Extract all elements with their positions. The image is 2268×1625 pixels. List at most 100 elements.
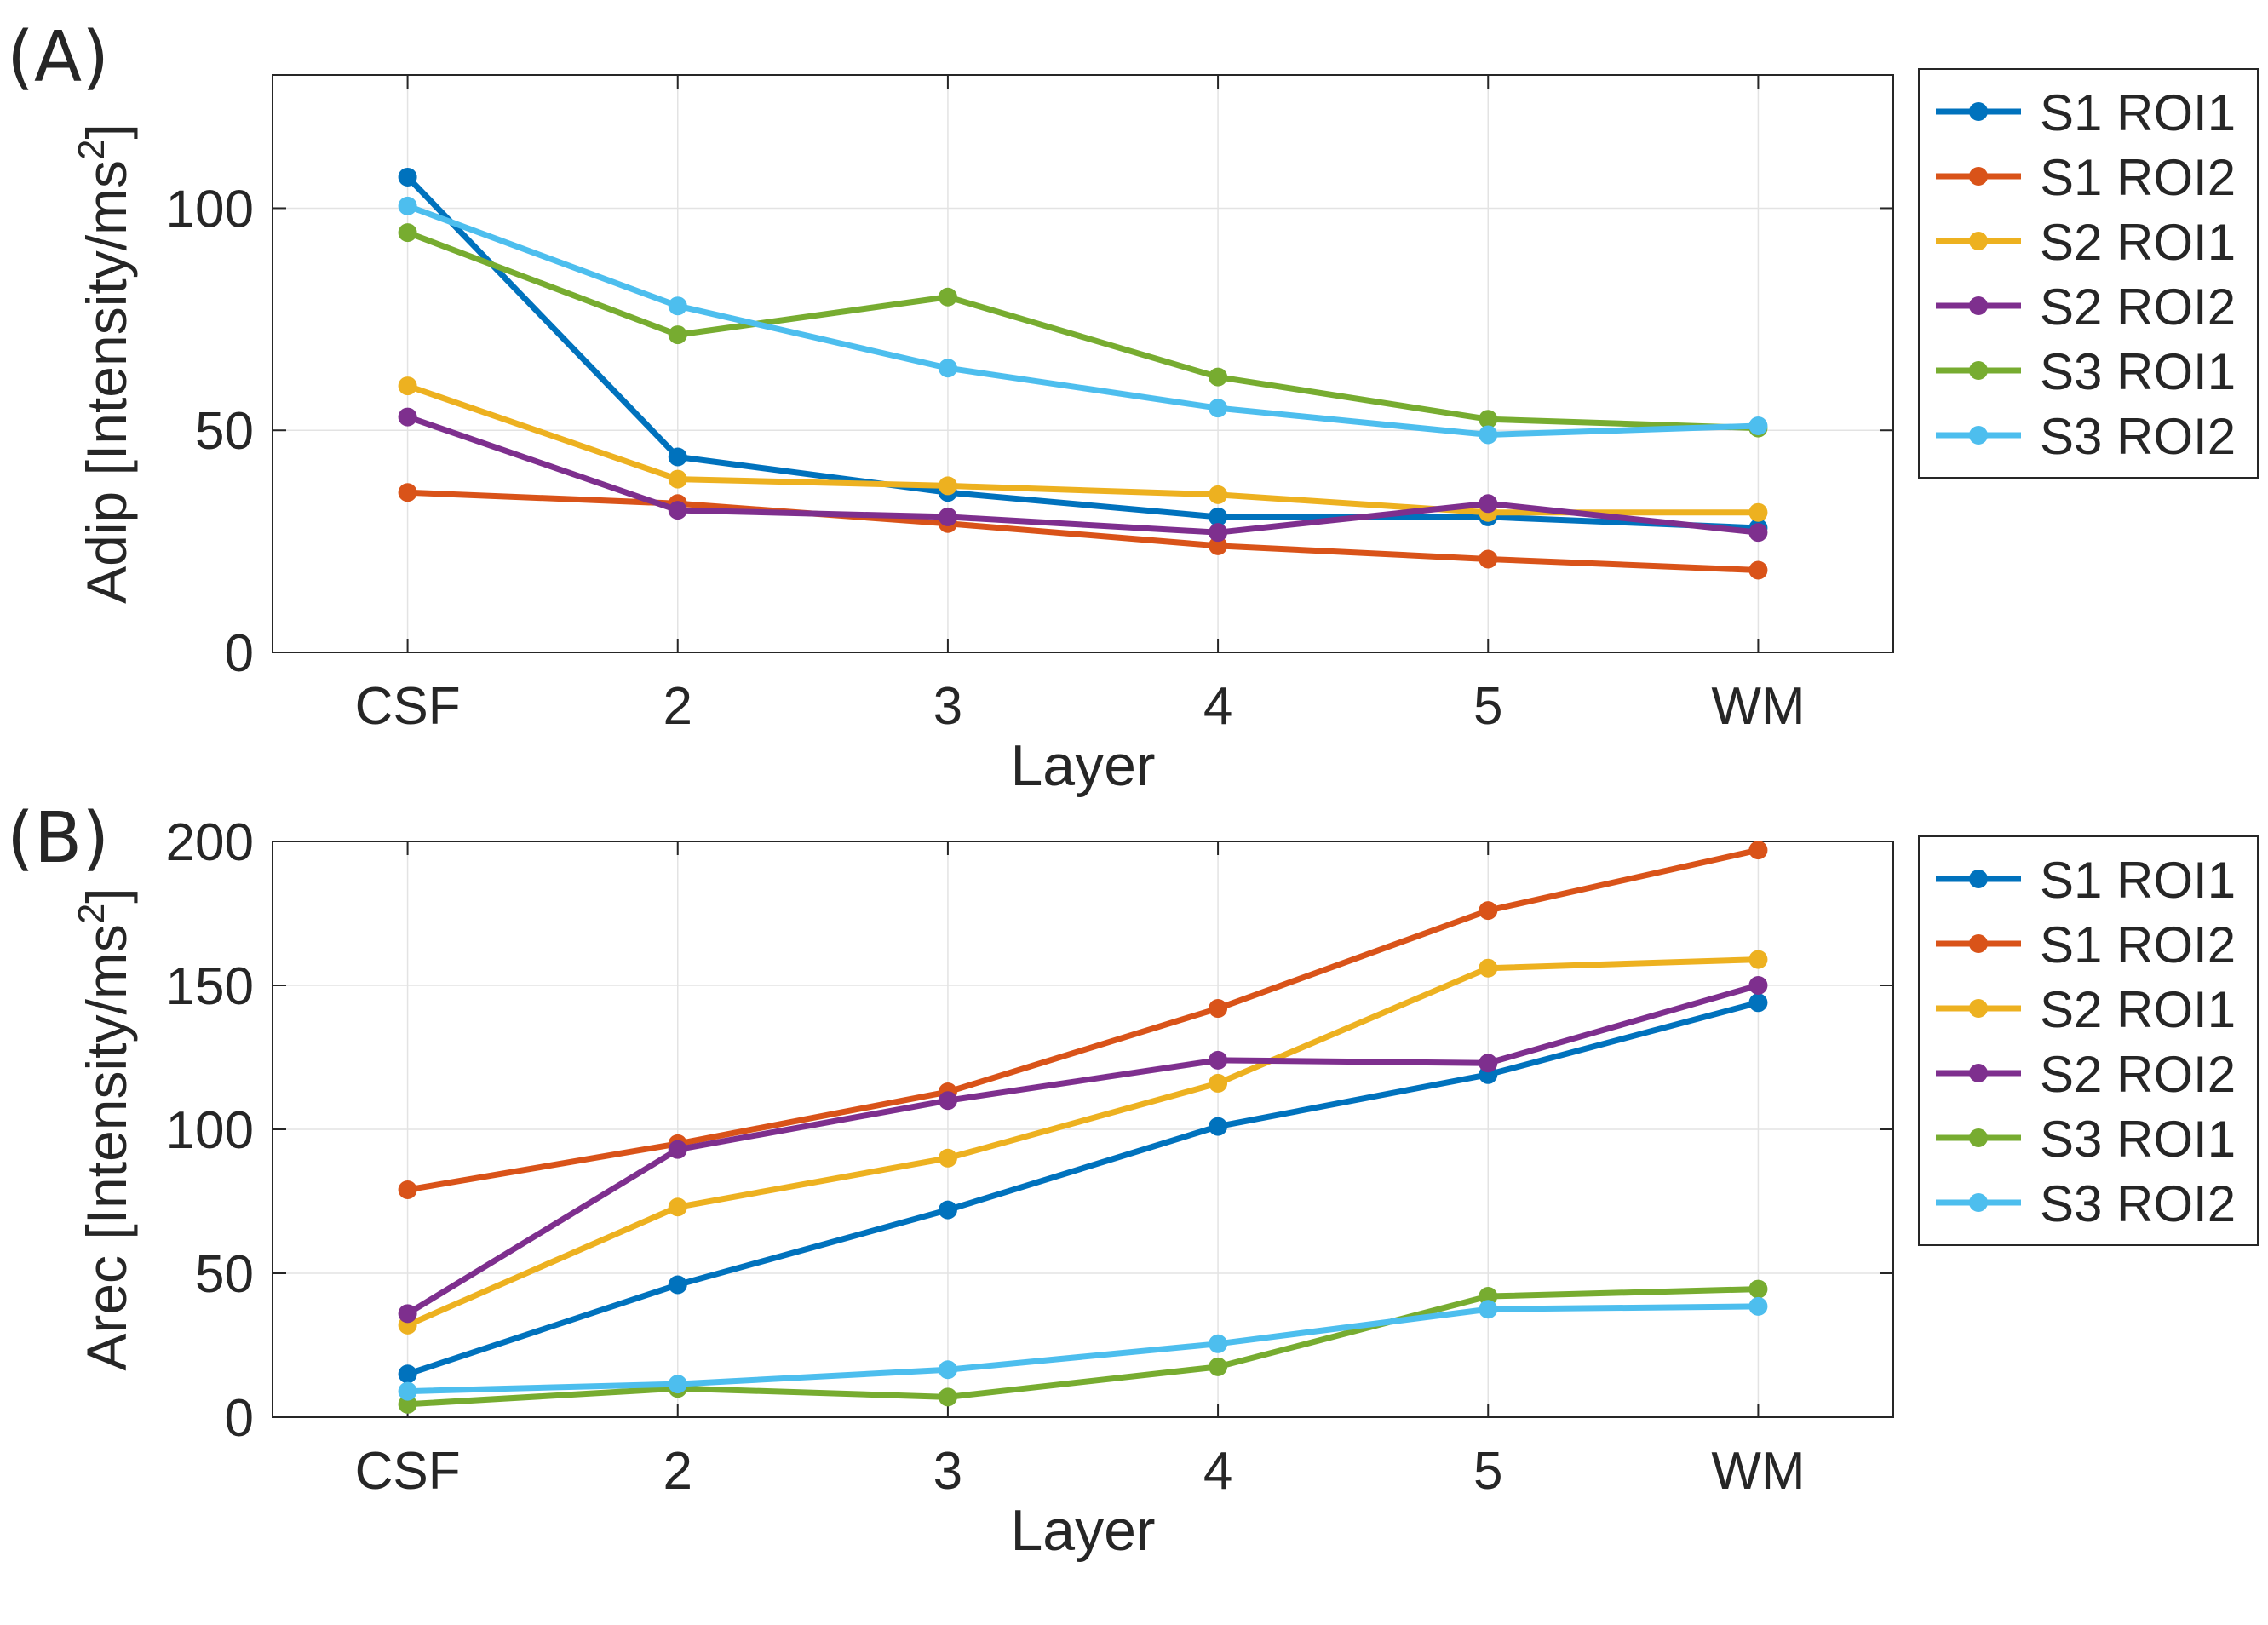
data-point [398, 407, 417, 427]
y-tick-label: 0 [225, 624, 254, 683]
legend-label: S1 ROI2 [2040, 916, 2236, 973]
legend-item: S2 ROI1 [1936, 981, 2236, 1038]
data-point [938, 1387, 957, 1407]
data-point [938, 1091, 957, 1111]
y-tick-label: 100 [166, 1101, 254, 1160]
legend-label: S1 ROI2 [2040, 149, 2236, 206]
data-point [1479, 410, 1498, 429]
data-point [1479, 494, 1498, 514]
data-point [1209, 1334, 1228, 1353]
x-tick-label: 5 [1473, 1442, 1502, 1501]
data-point [398, 196, 417, 215]
series-line [405, 999, 1761, 1377]
series-line [405, 174, 1761, 531]
legend-label: S3 ROI2 [2040, 408, 2236, 465]
series-s3-roi1 [398, 223, 1768, 438]
data-point [398, 167, 417, 187]
data-point [1748, 560, 1768, 580]
plot-area [273, 75, 1893, 652]
data-point [1748, 841, 1768, 860]
data-point [938, 1360, 957, 1380]
series-line [405, 1286, 1761, 1408]
y-axis-label: Adip [Intensity/ms2] [71, 123, 138, 604]
data-point [1748, 523, 1768, 543]
chart-panel-b: CSF 2 3 4 5 WM 0 50 100 150 200 Layer Arec [Intensit… [7, 798, 2259, 1563]
data-point [668, 501, 687, 520]
data-point [1209, 1050, 1228, 1070]
panel-label: (B) [7, 798, 109, 879]
data-point [398, 1180, 417, 1199]
data-point [668, 1275, 687, 1295]
data-point [398, 1381, 417, 1401]
data-point [938, 476, 957, 496]
data-point [1209, 485, 1228, 504]
data-point [938, 1148, 957, 1168]
series-s2-roi2 [398, 407, 1768, 543]
series-s2-roi2 [398, 976, 1768, 1324]
legend-label: S3 ROI2 [2040, 1175, 2236, 1232]
data-point [1748, 993, 1768, 1013]
data-point [398, 1394, 417, 1414]
legend-label: S2 ROI2 [2040, 1046, 2236, 1103]
data-point [1209, 507, 1228, 526]
data-point [1209, 1117, 1228, 1136]
data-point [668, 325, 687, 345]
data-point [1479, 1287, 1498, 1306]
data-point [1479, 1054, 1498, 1073]
legend-marker [1969, 1064, 1988, 1082]
data-point [668, 1197, 687, 1217]
series-line [405, 956, 1761, 1329]
data-point [668, 447, 687, 467]
data-point [398, 1304, 417, 1324]
legend-marker [1969, 361, 1988, 380]
series-line [405, 982, 1761, 1317]
data-point [1479, 958, 1498, 978]
data-point [1479, 549, 1498, 569]
data-point [1209, 536, 1228, 555]
legend-label: S3 ROI1 [2040, 343, 2236, 400]
series-line [405, 847, 1761, 1193]
x-tick-label: CSF [355, 677, 461, 736]
data-point [398, 1364, 417, 1384]
legend-item: S2 ROI2 [1936, 1046, 2236, 1103]
legend-marker [1969, 1193, 1988, 1212]
data-point [1748, 1279, 1768, 1299]
y-axis-label-superscript: 2 [71, 904, 112, 924]
data-point [668, 296, 687, 316]
legend-marker [1969, 296, 1988, 315]
data-point [938, 359, 957, 378]
legend-label: S1 ROI1 [2040, 852, 2236, 909]
x-tick-label: 3 [933, 1442, 962, 1501]
series-line [405, 382, 1761, 516]
data-point [1209, 999, 1228, 1019]
legend-item: S3 ROI1 [1936, 343, 2236, 400]
legend-marker [1969, 102, 1988, 121]
x-tick-label: 2 [663, 677, 692, 736]
data-point [1748, 416, 1768, 436]
y-axis-label: Arec [Intensity/ms2] [71, 887, 138, 1370]
y-tick-label: 0 [225, 1389, 254, 1448]
data-point [1209, 399, 1228, 418]
series-line [405, 229, 1761, 432]
data-point [668, 469, 687, 489]
series-line [405, 414, 1761, 536]
x-tick-label: 4 [1203, 1442, 1232, 1501]
y-tick-label: 50 [195, 1245, 254, 1304]
data-point [398, 223, 417, 243]
x-tick-label: 4 [1203, 677, 1232, 736]
x-axis-label: Layer [1010, 733, 1155, 798]
legend: S1 ROI1 S1 ROI2 S2 ROI1 S2 ROI2 S3 ROI1 S3 RO… [1918, 68, 2259, 479]
x-tick-label: 2 [663, 1442, 692, 1501]
y-axis-label-end: ] [75, 123, 138, 139]
x-axis-label: Layer [1010, 1498, 1155, 1563]
y-axis-label-superscript: 2 [71, 139, 112, 159]
y-tick-label: 200 [166, 813, 254, 872]
series-s2-roi1 [398, 950, 1768, 1335]
legend-item: S3 ROI2 [1936, 1175, 2236, 1232]
legend-label: S1 ROI1 [2040, 84, 2236, 141]
legend-item: S3 ROI1 [1936, 1111, 2236, 1168]
x-tick-label: CSF [355, 1442, 461, 1501]
legend-box [1918, 68, 2259, 479]
legend-item: S2 ROI2 [1936, 278, 2236, 336]
